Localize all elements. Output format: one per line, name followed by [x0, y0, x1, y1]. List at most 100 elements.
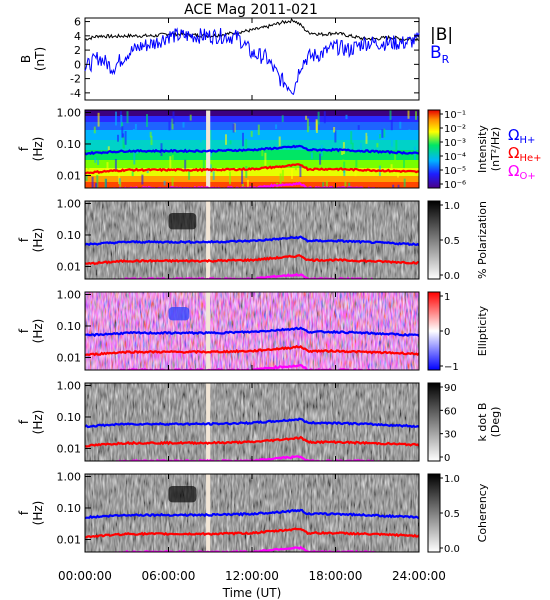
- ellipticity-spectrogram: [85, 292, 419, 370]
- intensity-texture: [133, 150, 136, 165]
- intensity-texture: [344, 181, 347, 187]
- intensity-texture: [122, 133, 125, 139]
- b-field-yunit: (nT): [33, 47, 47, 71]
- kdotb-cbar-tick-label: 30: [444, 430, 457, 441]
- intensity-texture: [376, 143, 379, 148]
- intensity-texture: [96, 175, 99, 188]
- intensity-cbar-tick-label: 10⁻⁶: [444, 180, 466, 191]
- coherency-feature: [168, 485, 197, 503]
- intensity-texture: [366, 131, 369, 136]
- kdotb-cbar-label: k dot B: [476, 403, 489, 442]
- b-field-ylabel: B: [19, 55, 33, 63]
- intensity-texture: [325, 180, 328, 188]
- intensity-band: [85, 168, 419, 176]
- ellipticity-funit: (Hz): [31, 319, 45, 344]
- polarization-spectrogram: [85, 201, 419, 279]
- intensity-texture: [146, 168, 149, 174]
- intensity-cbar-tick-label: 10⁻²: [444, 124, 466, 135]
- gyro-line-heplus: [85, 435, 419, 448]
- intensity-texture: [291, 168, 293, 179]
- intensity-texture: [275, 124, 278, 129]
- intensity-texture: [171, 154, 174, 163]
- intensity-texture: [97, 159, 100, 165]
- ellipticity-cbar-tick-label: 0: [444, 327, 450, 338]
- intensity-texture: [209, 130, 212, 141]
- intensity-texture: [115, 111, 117, 126]
- intensity-texture: [245, 166, 248, 178]
- intensity-texture: [306, 118, 309, 133]
- intensity-cbar-label: Intensity: [476, 125, 489, 173]
- ellipticity-ytick-label: 1.00: [57, 288, 82, 301]
- intensity-texture: [322, 182, 325, 188]
- x-axis-ticks: 00:00:00 06:00:00 12:00:00 18:00:00 24:00:00: [58, 18, 446, 583]
- intensity-texture: [343, 170, 346, 176]
- intensity-texture: [333, 127, 336, 133]
- intensity-texture: [172, 111, 175, 124]
- intensity-texture: [94, 157, 97, 163]
- gyro-line-heplus: [85, 163, 419, 175]
- intensity-cbar-label2: (nT²/Hz): [489, 127, 502, 171]
- intensity-texture: [379, 134, 381, 139]
- intensity-texture: [266, 148, 269, 155]
- polarization-cbar-tick-label: 0.5: [444, 236, 460, 247]
- intensity-texture: [212, 171, 215, 180]
- spectral-panels: 1.000.100.01f (Hz)10⁻¹10⁻²10⁻³10⁻⁴10⁻⁵10⁻…: [17, 106, 502, 555]
- intensity-texture: [399, 121, 402, 129]
- intensity-texture: [229, 140, 232, 145]
- gyro-line-heplus: [85, 527, 419, 539]
- intensity-texture: [232, 123, 235, 133]
- polarization-panel: 1.00 0.10 0.01 f (Hz) 1.0 0.5 0.0 % Polarization: [17, 197, 489, 282]
- x-tick-label: 24:00:00: [392, 569, 446, 583]
- polarization-ytick-label: 0.10: [57, 229, 82, 242]
- intensity-texture: [210, 149, 212, 157]
- coherency-colorbar: [427, 473, 441, 553]
- intensity-texture: [131, 168, 134, 177]
- kdotb-funit: (Hz): [31, 410, 45, 435]
- ellipticity-colorbar: [427, 291, 441, 371]
- intensity-texture: [407, 110, 410, 119]
- coherency-flabel: f: [17, 510, 31, 515]
- intensity-texture: [229, 171, 231, 185]
- intensity-texture: [305, 115, 308, 120]
- coherency-cbar-label: Coherency: [476, 483, 489, 542]
- intensity-texture: [118, 170, 121, 185]
- intensity-texture: [188, 169, 191, 180]
- b-field-ytick-label: -2: [70, 73, 81, 86]
- b-field-ytick-label: -4: [70, 87, 81, 100]
- intensity-texture: [360, 142, 362, 154]
- intensity-cbar-tick-label: 10⁻³: [444, 138, 466, 149]
- intensity-texture: [118, 178, 121, 185]
- intensity-texture: [390, 119, 393, 131]
- intensity-texture: [246, 179, 249, 188]
- x-tick-label: 00:00:00: [58, 569, 112, 583]
- intensity-texture: [134, 123, 137, 130]
- intensity-texture: [120, 114, 123, 128]
- intensity-texture: [395, 140, 398, 154]
- intensity-cbar-tick-label: 10⁻⁴: [444, 152, 466, 163]
- chart-title: ACE Mag 2011-021: [184, 2, 318, 18]
- intensity-texture: [241, 183, 244, 188]
- intensity-texture: [189, 114, 192, 121]
- intensity-texture: [323, 111, 326, 124]
- intensity-funit: (Hz): [31, 137, 45, 162]
- intensity-texture: [397, 184, 400, 188]
- polarization-data-gap: [206, 201, 211, 279]
- intensity-texture: [202, 159, 205, 172]
- ellipticity-ytick-label: 0.01: [57, 351, 82, 364]
- intensity-texture: [136, 149, 139, 154]
- intensity-texture: [357, 125, 360, 130]
- intensity-texture: [354, 169, 357, 177]
- intensity-texture: [168, 121, 171, 131]
- intensity-texture: [146, 114, 148, 127]
- intensity-texture: [85, 175, 88, 181]
- intensity-texture: [390, 137, 393, 147]
- intensity-texture: [403, 178, 406, 187]
- intensity-texture: [245, 138, 248, 149]
- intensity-texture: [122, 137, 125, 149]
- polarization-ytick-label: 0.01: [57, 260, 82, 273]
- intensity-texture: [278, 136, 281, 150]
- gyro-line-hplus: [85, 326, 419, 338]
- ellipticity-feature: [168, 307, 190, 321]
- intensity-texture: [241, 170, 244, 185]
